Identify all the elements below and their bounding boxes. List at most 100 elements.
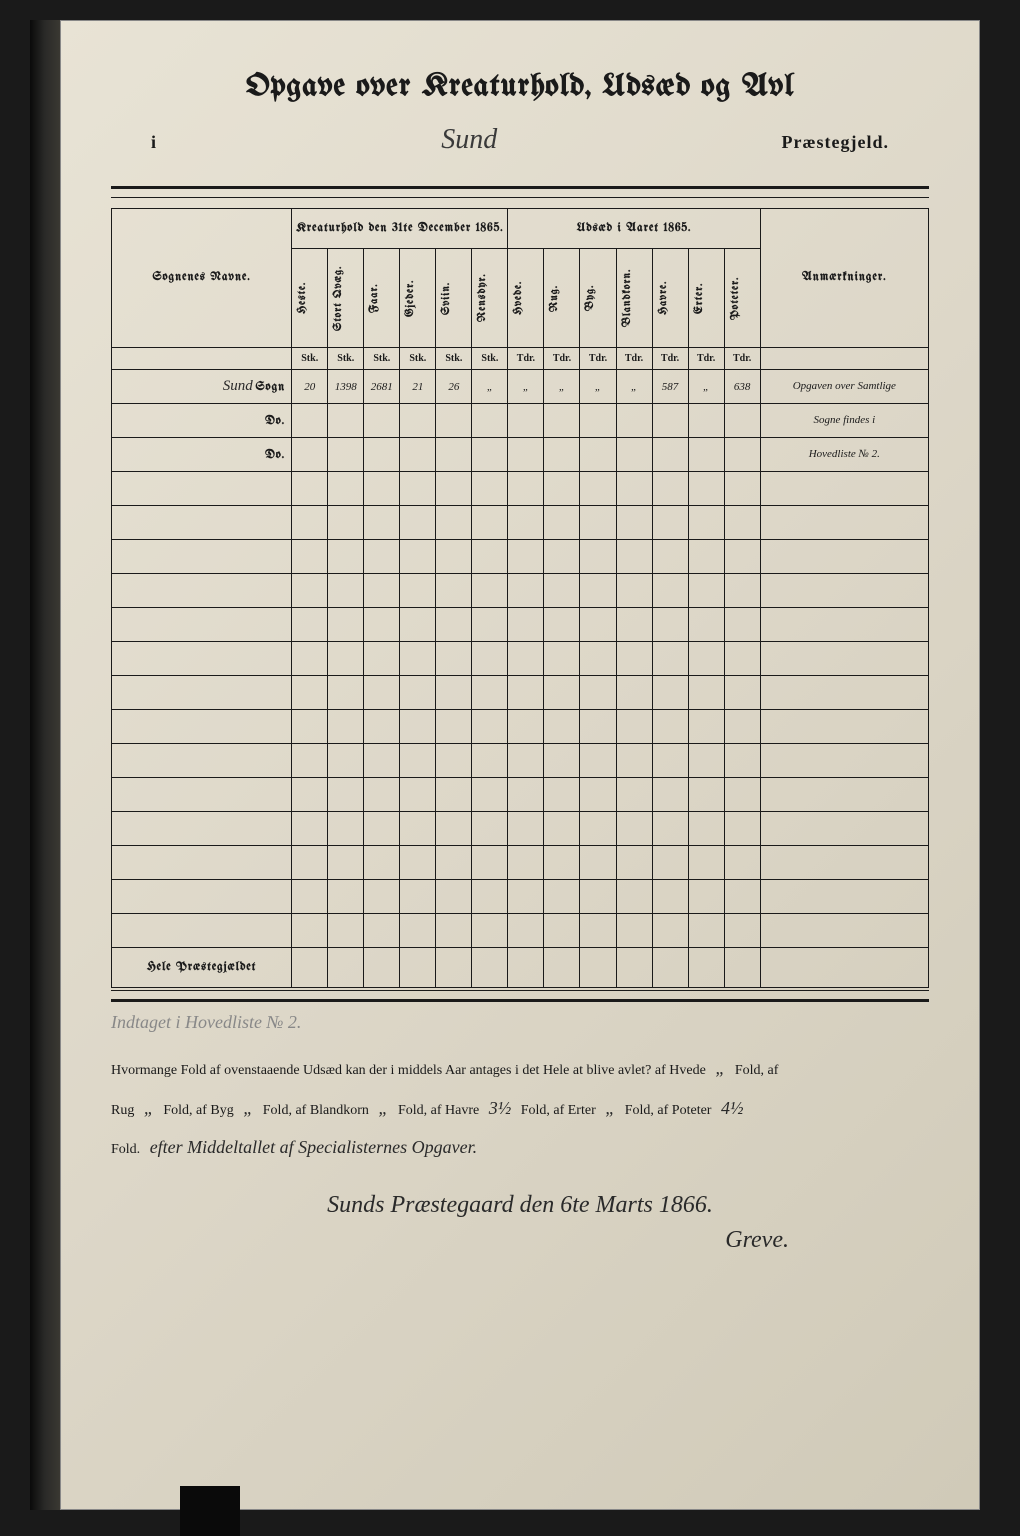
fold-byg-val: „: [237, 1098, 259, 1118]
note-cell: Opgaven over Samtlige: [760, 370, 928, 404]
col-gjeder: Gjeder.: [402, 253, 418, 343]
row-name-cell: Do.: [112, 404, 292, 438]
col-notes-header: Anmærkninger.: [760, 209, 928, 348]
seed-cell: „: [688, 370, 724, 404]
col-byg: Byg.: [582, 253, 598, 343]
livestock-cell: 21: [400, 370, 436, 404]
divider: [111, 197, 929, 198]
livestock-cell: [364, 404, 400, 438]
table-row: Do. Hovedliste № 2.: [112, 438, 929, 472]
unit-tdr: Tdr.: [724, 348, 760, 370]
unit-stk: Stk.: [328, 348, 364, 370]
seed-cell: „: [544, 370, 580, 404]
fold-erter-val: „: [599, 1098, 621, 1118]
subtitle-prefix: i: [151, 132, 157, 153]
seed-cell: „: [508, 370, 544, 404]
livestock-cell: 1398: [328, 370, 364, 404]
seed-cell: [616, 404, 652, 438]
fold-bland: Fold, af Blandkorn: [263, 1103, 369, 1118]
empty-row: [112, 676, 929, 710]
col-sogn-header: Sognenes Navne.: [112, 209, 292, 348]
seed-cell: [724, 404, 760, 438]
livestock-cell: [328, 404, 364, 438]
col-poteter: Poteter.: [727, 253, 743, 343]
unit-stk: Stk.: [472, 348, 508, 370]
table-footer-row: Hele Præstegjældet: [112, 948, 929, 988]
fold-extra: efter Middeltallet af Specialisternes Op…: [144, 1137, 483, 1157]
col-erter: Erter.: [691, 253, 707, 343]
livestock-cell: [328, 438, 364, 472]
divider: [111, 990, 929, 991]
seed-cell: [580, 438, 616, 472]
divider: [111, 186, 929, 189]
col-hvede: Hvede.: [510, 253, 526, 343]
fold-byg: Fold, af Byg: [163, 1103, 233, 1118]
col-rug: Rug.: [546, 253, 562, 343]
livestock-cell: [400, 404, 436, 438]
livestock-cell: 2681: [364, 370, 400, 404]
fold-havre-val: 3½: [483, 1098, 518, 1118]
document-page: Opgave over Kreaturhold, Udsæd og Avl i …: [60, 20, 980, 1510]
empty-row: [112, 744, 929, 778]
fold-hvede-val: „: [709, 1058, 731, 1078]
faint-annotation: Indtaget i Hovedliste № 2.: [111, 1012, 929, 1033]
livestock-cell: 26: [436, 370, 472, 404]
page-title: Opgave over Kreaturhold, Udsæd og Avl: [111, 71, 929, 104]
livestock-cell: [292, 438, 328, 472]
bottom-tab: [180, 1486, 240, 1536]
seed-cell: [724, 438, 760, 472]
table-group-header: Sognenes Navne. Kreaturhold den 31te Dec…: [112, 209, 929, 249]
group-livestock-header: Kreaturhold den 31te December 1865.: [292, 209, 508, 249]
livestock-cell: [472, 438, 508, 472]
note-cell: Hovedliste № 2.: [760, 438, 928, 472]
subtitle-row: i Sund Præstegjeld.: [111, 124, 929, 156]
group-seed-header: Udsæd i Aaret 1865.: [508, 209, 760, 249]
signature-block: Sunds Præstegaard den 6te Marts 1866. Gr…: [111, 1192, 929, 1254]
col-blandkorn: Blandkorn.: [619, 253, 635, 343]
fold-havre: Fold, af Havre: [398, 1103, 479, 1118]
livestock-cell: [436, 438, 472, 472]
col-faar: Faar.: [366, 253, 382, 343]
col-qvaeg: Stort Qvæg.: [330, 253, 346, 343]
row-name-cell: Do.: [112, 438, 292, 472]
livestock-cell: [364, 438, 400, 472]
unit-tdr: Tdr.: [508, 348, 544, 370]
livestock-cell: [400, 438, 436, 472]
empty-row: [112, 880, 929, 914]
unit-row: Stk. Stk. Stk. Stk. Stk. Stk. Tdr. Tdr. …: [112, 348, 929, 370]
unit-tdr: Tdr.: [616, 348, 652, 370]
seed-cell: „: [616, 370, 652, 404]
empty-row: [112, 642, 929, 676]
empty-row: [112, 812, 929, 846]
empty-row: [112, 540, 929, 574]
fold-paragraph: Hvormange Fold af ovenstaaende Udsæd kan…: [111, 1049, 929, 1168]
book-spine: [30, 20, 60, 1510]
seed-cell: [652, 404, 688, 438]
table-row: Sund Sogn20139826812126„„„„„587„638Opgav…: [112, 370, 929, 404]
fold-bland-val: „: [372, 1098, 394, 1118]
note-cell: Sogne findes i: [760, 404, 928, 438]
footer-label: Hele Præstegjældet: [112, 948, 292, 988]
unit-stk: Stk.: [400, 348, 436, 370]
fold-poteter-val: 4½: [715, 1098, 750, 1118]
fold-rug-val: „: [138, 1098, 160, 1118]
divider: [111, 999, 929, 1002]
livestock-cell: „: [472, 370, 508, 404]
parish-name: Sund: [441, 124, 497, 156]
empty-row: [112, 778, 929, 812]
seed-cell: [652, 438, 688, 472]
census-table: Sognenes Navne. Kreaturhold den 31te Dec…: [111, 208, 929, 988]
seed-cell: [616, 438, 652, 472]
col-rensdyr: Rensdyr.: [474, 253, 490, 343]
col-sviin: Sviin.: [438, 253, 454, 343]
col-havre: Havre.: [655, 253, 671, 343]
seed-cell: [544, 438, 580, 472]
seed-cell: „: [580, 370, 616, 404]
empty-row: [112, 710, 929, 744]
seed-cell: 638: [724, 370, 760, 404]
fold-intro: Hvormange Fold af ovenstaaende Udsæd kan…: [111, 1063, 706, 1078]
empty-row: [112, 574, 929, 608]
seed-cell: [508, 404, 544, 438]
fold-erter: Fold, af Erter: [521, 1103, 596, 1118]
unit-stk: Stk.: [292, 348, 328, 370]
